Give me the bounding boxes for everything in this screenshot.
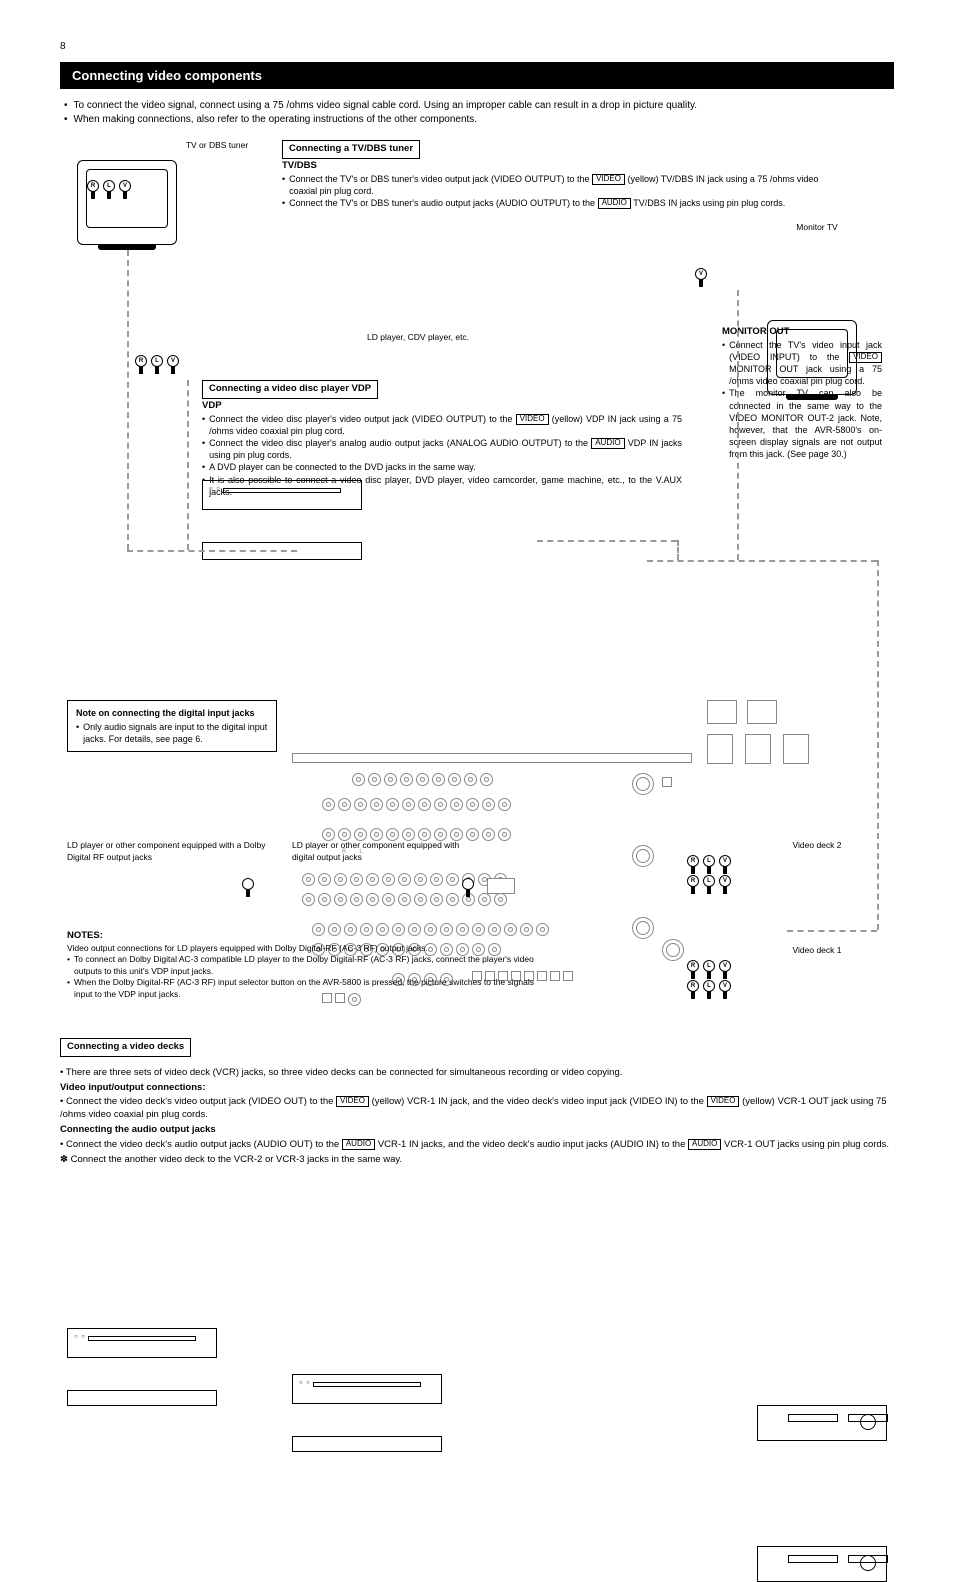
caption-tv-dbs: TV or DBS tuner	[157, 140, 277, 151]
tag-video: VIDEO	[336, 1096, 369, 1107]
rca-deck-1-in: R L V	[687, 980, 731, 998]
decks-p4: Connect the another video deck to the VC…	[71, 1154, 402, 1165]
tag-audio: AUDIO	[598, 198, 631, 209]
section-title-bar: Connecting video components	[60, 62, 894, 90]
notes-line1: Video output connections for LD players …	[67, 943, 547, 954]
page-number: 8	[60, 40, 894, 54]
tag-audio: AUDIO	[591, 438, 624, 449]
vdp-text-block: VDP •Connect the video disc player's vid…	[202, 400, 682, 498]
rca-ld-dolby	[242, 878, 254, 896]
device-tv-dbs-tuner	[77, 160, 177, 245]
device-video-deck-2	[757, 1405, 887, 1441]
caption-video-deck-2: Video deck 2	[767, 840, 867, 851]
notes-b1: To connect an Dolby Digital AC-3 compati…	[74, 954, 547, 977]
rca-deck-1-out: R L V	[687, 960, 731, 978]
monitor-out-heading: MONITOR OUT	[722, 326, 882, 339]
tag-audio: AUDIO	[688, 1139, 721, 1150]
device-ld-dolby: ○ ○	[67, 1328, 217, 1358]
vdp-subhead: VDP	[202, 400, 682, 413]
heading-video-decks-box: Connecting a video decks	[60, 1038, 191, 1057]
intro-bullet-2: When making connections, also refer to t…	[74, 113, 478, 127]
rca-deck-2-out: R L V	[687, 855, 731, 873]
rca-deck-2-in: R L V	[687, 875, 731, 893]
tag-audio: AUDIO	[342, 1139, 375, 1150]
device-ld-digital-base	[292, 1436, 442, 1452]
tag-video: VIDEO	[849, 352, 882, 363]
wiring-diagram: TV or DBS tuner R L V Connecting a TV/DB…	[67, 140, 887, 1020]
monitor-out-block: MONITOR OUT •Connect the TV's video inpu…	[722, 326, 882, 460]
tag-video: VIDEO	[516, 414, 549, 425]
decks-sub2: Connecting the audio output jacks	[60, 1124, 894, 1137]
note-digital-body: Only audio signals are input to the digi…	[83, 721, 268, 745]
decks-sub1: Video input/output connections:	[60, 1082, 894, 1095]
caption-ld-player: LD player, CDV player, etc.	[367, 332, 547, 343]
tag-video: VIDEO	[707, 1096, 740, 1107]
device-video-deck-1	[757, 1546, 887, 1582]
caption-ld-digital: LD player or other component equipped wi…	[292, 840, 472, 863]
notes-title: NOTES:	[67, 930, 547, 943]
heading-vdp-box: Connecting a video disc player VDP	[202, 380, 378, 399]
intro-bullet-1: To connect the video signal, connect usi…	[74, 99, 698, 113]
optical-plug-icon	[487, 878, 515, 894]
intro-bullets: •To connect the video signal, connect us…	[60, 99, 894, 126]
tag-video: VIDEO	[592, 174, 625, 185]
notes-b2: When the Dolby Digital-RF (AC-3 RF) inpu…	[74, 977, 547, 1000]
caption-video-deck-1: Video deck 1	[767, 945, 867, 956]
caption-monitor-tv: Monitor TV	[767, 222, 867, 233]
device-ld-dolby-base	[67, 1390, 217, 1406]
rca-ld-digital	[462, 878, 474, 896]
rca-monitor: V	[695, 268, 707, 286]
tv-dbs-text-block: TV/DBS •Connect the TV's or DBS tuner's …	[282, 160, 842, 209]
note-digital-title: Note on connecting the digital input jac…	[76, 707, 268, 719]
device-ld-digital: ○ ○	[292, 1374, 442, 1404]
device-terminal-block	[707, 700, 847, 764]
heading-tv-dbs-box: Connecting a TV/DBS tuner	[282, 140, 420, 159]
note-digital-inputs: Note on connecting the digital input jac…	[67, 700, 277, 752]
tv-dbs-subhead: TV/DBS	[282, 160, 842, 173]
video-decks-section: Connecting a video decks • There are thr…	[60, 1038, 894, 1167]
notes-block: NOTES: Video output connections for LD p…	[67, 930, 547, 1000]
decks-p1: There are three sets of video deck (VCR)…	[66, 1067, 623, 1078]
rca-tv-dbs: R L V	[87, 180, 131, 198]
caption-ld-dolby: LD player or other component equipped wi…	[67, 840, 267, 863]
rca-vdp: R L V	[135, 355, 179, 373]
